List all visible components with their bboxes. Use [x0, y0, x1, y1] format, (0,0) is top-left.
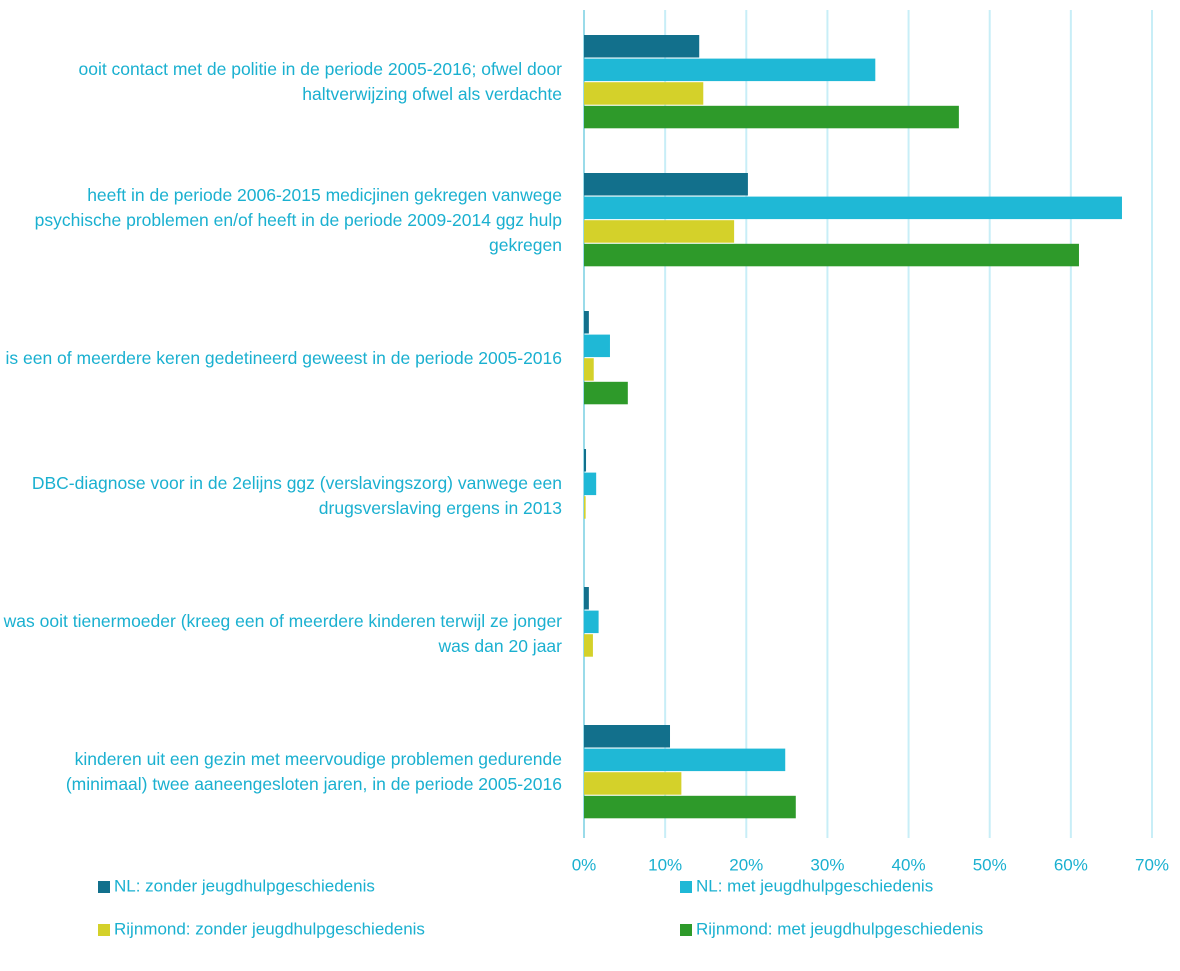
category-label: heeft in de periode 2006-2015 medicjinen… [0, 151, 562, 289]
x-tick-label: 20% [729, 855, 763, 874]
bar [584, 243, 1079, 267]
bar [584, 472, 597, 496]
legend-swatch [98, 924, 110, 936]
x-tick-label: 50% [973, 855, 1007, 874]
legend-swatch [680, 924, 692, 936]
legend-swatch [680, 881, 692, 893]
x-tick-label: 60% [1054, 855, 1088, 874]
category-label: is een of meerdere keren gedetineerd gew… [0, 289, 563, 427]
bar [584, 334, 610, 358]
bar [584, 58, 876, 82]
bar [584, 311, 589, 334]
x-tick-label: 40% [892, 855, 926, 874]
bar [584, 748, 786, 772]
bar [584, 220, 735, 243]
legend-label: Rijnmond: met jeugdhulpgeschiedenis [696, 919, 983, 938]
bar [584, 35, 700, 58]
category-text: DBC-diagnose voor in de 2elijns ggz (ver… [31, 473, 562, 519]
category-text: was ooit tienermoeder (kreeg een of meer… [3, 611, 562, 657]
category-label: DBC-diagnose voor in de 2elijns ggz (ver… [0, 427, 562, 565]
bar [584, 173, 748, 196]
bar [584, 82, 704, 105]
legend-label: Rijnmond: zonder jeugdhulpgeschiedenis [114, 919, 425, 938]
x-tick-label: 70% [1135, 855, 1169, 874]
legend-swatch [98, 881, 110, 893]
category-text: kinderen uit een gezin met meervoudige p… [65, 749, 562, 795]
category-label: ooit contact met de politie in de period… [0, 13, 562, 151]
bar [584, 496, 586, 519]
bar [584, 196, 1122, 220]
bar [584, 634, 593, 657]
legend-label: NL: zonder jeugdhulpgeschiedenis [114, 876, 375, 895]
legend-label: NL: met jeugdhulpgeschiedenis [696, 876, 933, 895]
category-label: kinderen uit een gezin met meervoudige p… [0, 703, 562, 841]
bar [584, 610, 599, 634]
bar [584, 381, 628, 405]
x-tick-label: 30% [810, 855, 844, 874]
bar [584, 772, 682, 795]
category-label: was ooit tienermoeder (kreeg een of meer… [0, 565, 562, 703]
bar [584, 449, 587, 472]
category-text: heeft in de periode 2006-2015 medicjinen… [34, 184, 562, 255]
x-tick-label: 0% [572, 855, 597, 874]
bar [584, 587, 589, 610]
category-text: is een of meerdere keren gedetineerd gew… [5, 347, 563, 368]
bar [584, 105, 959, 129]
x-tick-label: 10% [648, 855, 682, 874]
bar [584, 358, 594, 381]
category-text: ooit contact met de politie in de period… [78, 59, 562, 105]
bar [584, 795, 796, 819]
bar [584, 725, 671, 748]
